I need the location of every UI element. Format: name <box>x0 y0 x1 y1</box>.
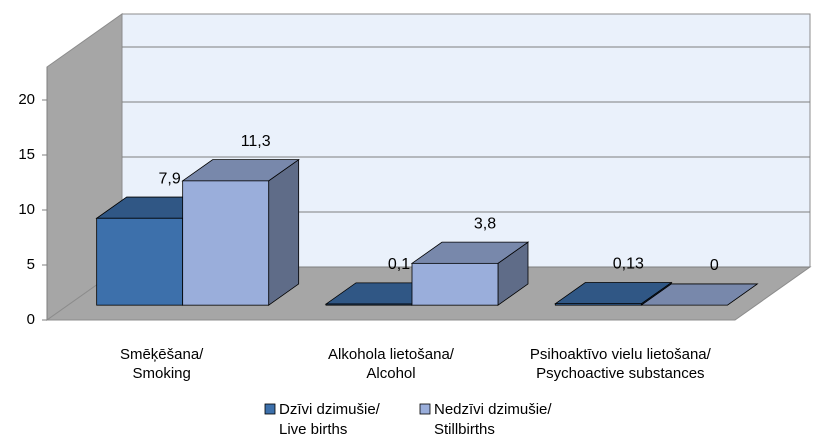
value-label: 11,3 <box>241 133 271 150</box>
y-tick-label: 20 <box>18 91 35 108</box>
x-tick-label: Smēķēšana/ <box>120 346 204 363</box>
legend-swatch <box>264 403 276 415</box>
bar-front <box>325 303 413 306</box>
value-label: 7,9 <box>159 170 181 187</box>
y-tick-label: 0 <box>27 311 35 328</box>
bar <box>181 158 300 306</box>
bar-front <box>182 180 270 306</box>
x-tick-label: Smoking <box>132 365 190 382</box>
value-label: 3,8 <box>474 215 496 232</box>
legend-label: Nedzīvi dzimušie/ <box>434 401 552 418</box>
legend-label: Dzīvi dzimušie/ <box>279 401 381 418</box>
y-tick-label: 5 <box>27 256 35 273</box>
y-tick-label: 10 <box>18 201 35 218</box>
legend-label: Live births <box>279 421 347 438</box>
x-tick-label: Alkohola lietošana/ <box>328 346 455 363</box>
y-tick-label: 15 <box>18 146 35 163</box>
bar-front <box>96 217 184 306</box>
bar <box>410 241 530 306</box>
legend-label: Stillbirths <box>434 421 495 438</box>
bar-front <box>554 303 642 306</box>
value-label: 0 <box>710 257 719 274</box>
bar-top <box>640 283 759 306</box>
bar <box>640 283 759 306</box>
value-label: 0,1 <box>388 256 410 273</box>
bar-side <box>268 158 300 306</box>
x-tick-label: Alcohol <box>366 365 415 382</box>
x-tick-label: Psihoaktīvo vielu lietošana/ <box>530 346 712 363</box>
legend-swatch <box>419 403 431 415</box>
x-tick-label: Psychoactive substances <box>536 365 704 382</box>
bar-front <box>411 262 499 306</box>
value-label: 0,13 <box>613 256 644 273</box>
